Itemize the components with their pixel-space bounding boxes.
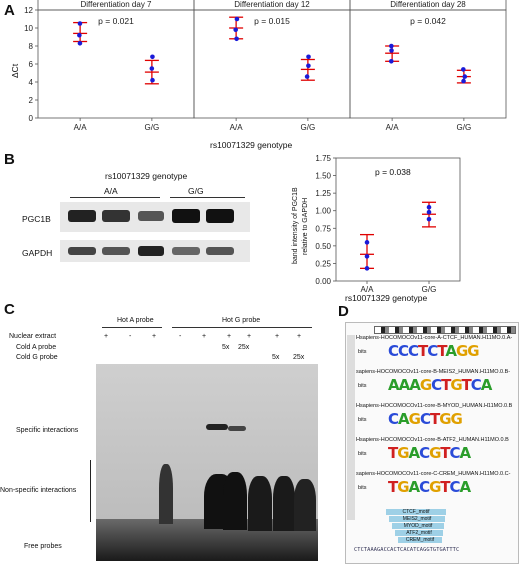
y-tick-label: 0.50: [315, 242, 331, 251]
label-free-probes: Free probes: [24, 543, 62, 550]
data-point: [427, 205, 432, 210]
nuclear-extract-mark: -: [129, 333, 131, 340]
sequence-logo: CCCTCTAGG: [388, 342, 479, 360]
motif-title: Hsapiens-HOCOMOCOv11-core-A-CTCF_HUMAN.H…: [356, 335, 512, 341]
data-point: [365, 254, 370, 259]
nuclear-extract-mark: +: [275, 333, 279, 340]
motif-title: sapiens-HOCOMOCOv11-core-B-MEIS2_HUMAN.H…: [356, 369, 510, 375]
sequence-logo: AAAGCTGTCA: [388, 376, 491, 394]
hot-g-probe-line: [172, 327, 312, 328]
nuclear-extract-mark: -: [179, 333, 181, 340]
sequence-logo: CAGCTGG: [388, 410, 462, 428]
cold-a-25x: 25x: [238, 344, 249, 351]
y-tick-label: 0.25: [315, 259, 331, 268]
sequence-logo: TGACGTCA: [388, 444, 470, 462]
bits-axis-label: bits: [358, 485, 367, 491]
dna-sequence: CTCTAAAGACCACTCACATCAGGTGTGATTTC: [354, 547, 459, 553]
nuclear-extract-mark: +: [104, 333, 108, 340]
nuclear-extract-mark: +: [202, 333, 206, 340]
data-point: [427, 210, 432, 215]
panel-c-letter: C: [4, 301, 15, 318]
y-tick-label: 0.00: [315, 277, 331, 286]
motif-title: Hsapiens-HOCOMOCOv11-core-B-MYOD_HUMAN.H…: [356, 403, 512, 409]
y-tick-label: 0.75: [315, 224, 331, 233]
panel-d-letter: D: [338, 303, 349, 320]
panel-b-pvalue: p = 0.038: [375, 167, 411, 177]
panel-b-xlabel: rs10071329 genotype: [345, 293, 427, 303]
sequence-logo: TGACGTCA: [388, 478, 470, 496]
nuclear-extract-mark: +: [227, 333, 231, 340]
y-tick-label: 1.75: [315, 154, 331, 163]
nuclear-extract-mark: +: [152, 333, 156, 340]
motif-track: ATF2_motif: [395, 530, 443, 536]
y-tick-label: 1.25: [315, 189, 331, 198]
motif-track: CTCF_motif: [386, 509, 446, 515]
non-specific-bracket: [90, 460, 91, 522]
cold-a-5x: 5x: [222, 344, 229, 351]
motif-title: sapiens-HOCOMOCOv11-core-C-CREM_HUMAN.H1…: [356, 471, 510, 477]
row-label-cold-a: Cold A probe: [16, 344, 56, 351]
cold-g-25x: 25x: [293, 354, 304, 361]
hot-a-probe-header: Hot A probe: [117, 317, 154, 324]
y-tick-label: 1.00: [315, 207, 331, 216]
row-label-cold-g: Cold G probe: [16, 354, 58, 361]
label-specific-interactions: Specific interactions: [16, 427, 78, 434]
row-label-nuclear-extract: Nuclear extract: [9, 333, 56, 340]
motif-title: Hsapiens-HOCOMOCOv11-core-B-ATF2_HUMAN.H…: [356, 437, 509, 443]
hot-g-probe-header: Hot G probe: [222, 317, 260, 324]
cold-g-5x: 5x: [272, 354, 279, 361]
data-point: [427, 217, 432, 222]
genome-browser: Hsapiens-HOCOMOCOv11-core-A-CTCF_HUMAN.H…: [345, 322, 519, 564]
emsa-gel: [96, 364, 318, 561]
nuclear-extract-mark: +: [297, 333, 301, 340]
motif-track: CREM_motif: [398, 537, 442, 543]
motif-track: MEIS2_motif: [389, 516, 445, 522]
bits-axis-label: bits: [358, 349, 367, 355]
bits-axis-label: bits: [358, 451, 367, 457]
hot-a-probe-line: [102, 327, 162, 328]
chromosome-ideogram: [374, 326, 516, 334]
motif-track: MYOD_motif: [392, 523, 444, 529]
nuclear-extract-mark: +: [247, 333, 251, 340]
bits-axis-label: bits: [358, 417, 367, 423]
data-point: [365, 266, 370, 271]
scroll-bar[interactable]: [347, 335, 355, 520]
data-point: [365, 240, 370, 245]
bits-axis-label: bits: [358, 383, 367, 389]
label-non-specific-interactions: Non-specific interactions: [0, 487, 76, 494]
y-tick-label: 1.50: [315, 172, 331, 181]
